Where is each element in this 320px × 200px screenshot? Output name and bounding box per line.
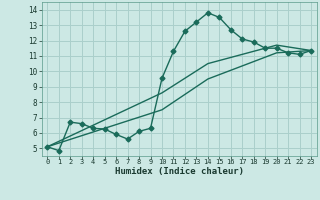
X-axis label: Humidex (Indice chaleur): Humidex (Indice chaleur) — [115, 167, 244, 176]
